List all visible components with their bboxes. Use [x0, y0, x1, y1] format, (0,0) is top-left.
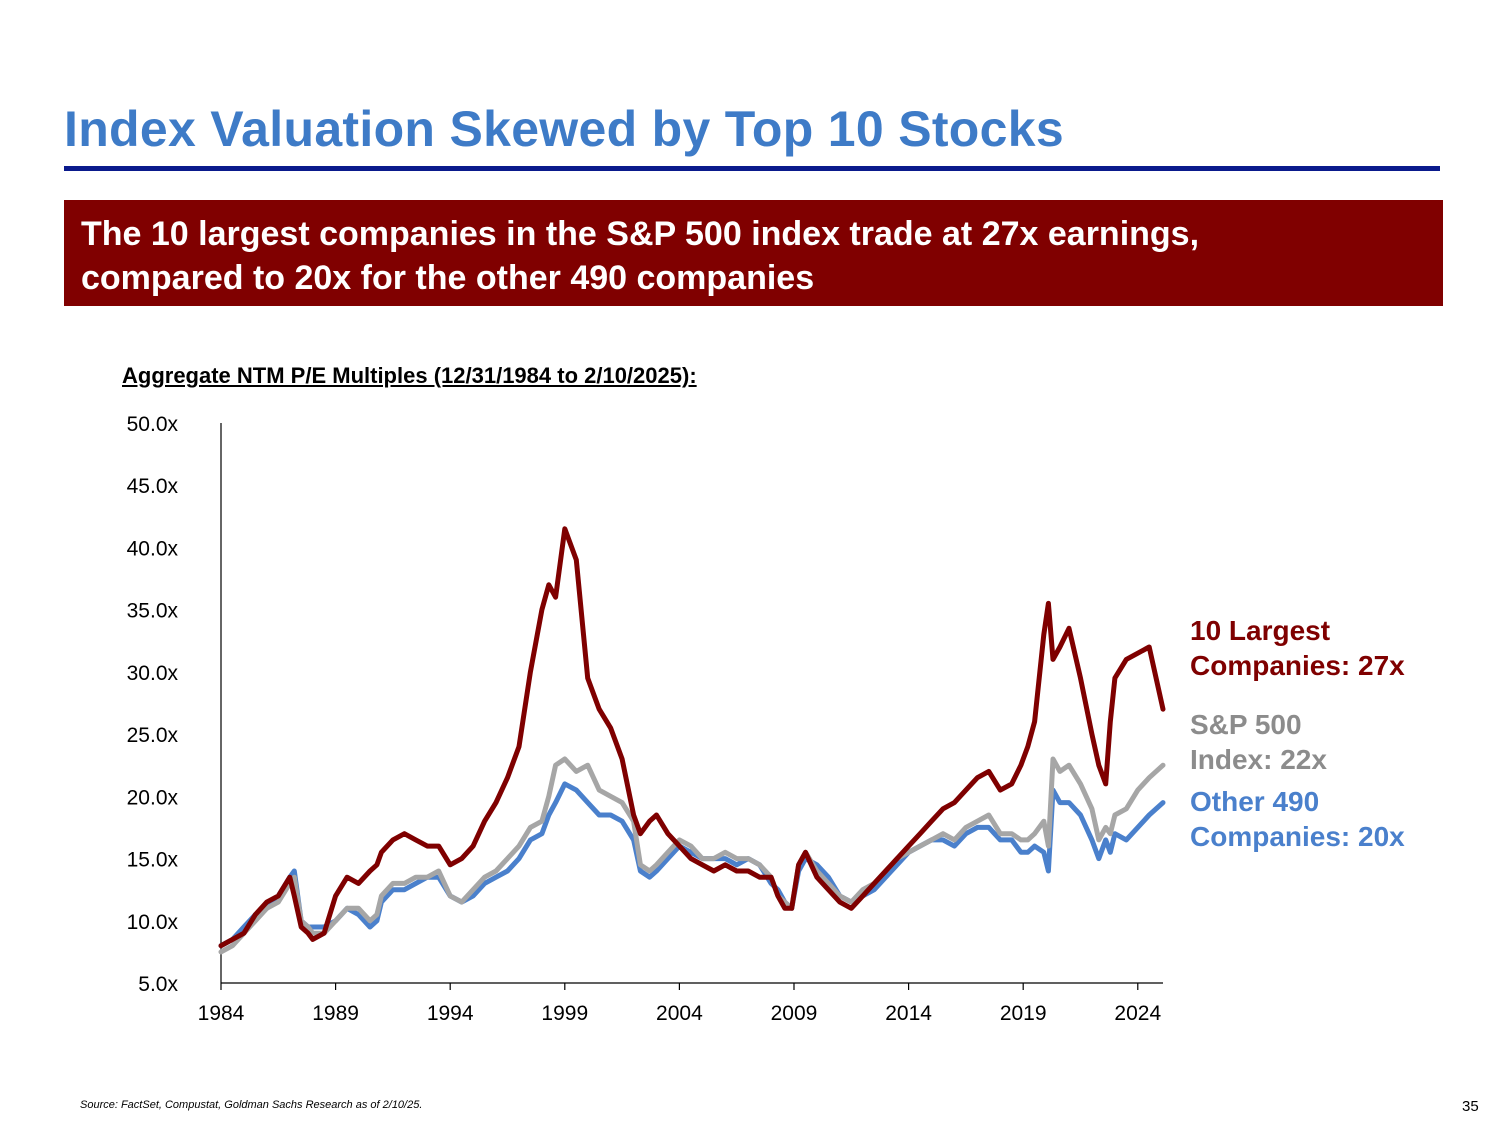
y-tick-label: 35.0x — [127, 600, 179, 623]
x-tick-label: 2024 — [1114, 1002, 1161, 1025]
series-line-sp500 — [218, 756, 1166, 955]
chart-heading: Aggregate NTM P/E Multiples (12/31/1984 … — [122, 363, 697, 388]
pe-multiples-chart: 5.0x 10.0x 15.0x 20.0x 25.0x 30.0x 35.0x 40.0x 4… — [127, 413, 1166, 1025]
series-line-top10 — [218, 526, 1166, 949]
page-number: 35 — [1462, 1098, 1479, 1115]
y-tick-label: 20.0x — [127, 786, 179, 809]
takeaway-line-1: The 10 largest companies in the S&P 500 … — [81, 215, 1200, 253]
y-tick-label: 45.0x — [127, 475, 179, 498]
x-tick-label: 1989 — [312, 1002, 359, 1025]
legend-sp500-line-2: Index: 22x — [1190, 744, 1327, 775]
source-footnote: Source: FactSet, Compustat, Goldman Sach… — [80, 1099, 423, 1111]
legend-sp500-line-1: S&P 500 — [1190, 709, 1302, 740]
x-tick-label: 1984 — [198, 1002, 245, 1025]
legend-other490-line-2: Companies: 20x — [1190, 821, 1405, 852]
x-tick-label: 2009 — [771, 1002, 818, 1025]
legend-top10-line-1: 10 Largest — [1190, 615, 1331, 646]
takeaway-line-2: compared to 20x for the other 490 compan… — [81, 259, 815, 297]
legend-top10: 10 Largest Companies: 27x — [1190, 613, 1405, 683]
key-takeaway-banner: The 10 largest companies in the S&P 500 … — [64, 200, 1443, 306]
slide-title: Index Valuation Skewed by Top 10 Stocks — [64, 101, 1064, 157]
x-tick-label: 2014 — [885, 1002, 932, 1025]
legend-other490: Other 490 Companies: 20x — [1190, 784, 1405, 854]
title-divider — [64, 166, 1440, 171]
y-tick-label: 10.0x — [127, 911, 179, 934]
y-tick-label: 40.0x — [127, 537, 179, 560]
x-tick-label: 1999 — [541, 1002, 588, 1025]
y-tick-label: 30.0x — [127, 662, 179, 685]
chart-axes: 5.0x 10.0x 15.0x 20.0x 25.0x 30.0x 35.0x 40.0x 4… — [127, 413, 1163, 1025]
x-tick-label: 2019 — [1000, 1002, 1047, 1025]
y-tick-label: 25.0x — [127, 724, 179, 747]
chart-series-layer — [218, 526, 1166, 955]
y-tick-label: 15.0x — [127, 849, 179, 872]
x-tick-label: 2004 — [656, 1002, 703, 1025]
legend-sp500: S&P 500 Index: 22x — [1190, 707, 1327, 777]
x-tick-label: 1994 — [427, 1002, 474, 1025]
legend-other490-line-1: Other 490 — [1190, 786, 1320, 817]
y-tick-label: 5.0x — [138, 973, 178, 996]
legend-top10-line-2: Companies: 27x — [1190, 650, 1405, 681]
y-tick-label: 50.0x — [127, 413, 179, 436]
series-line-other490 — [218, 781, 1166, 949]
